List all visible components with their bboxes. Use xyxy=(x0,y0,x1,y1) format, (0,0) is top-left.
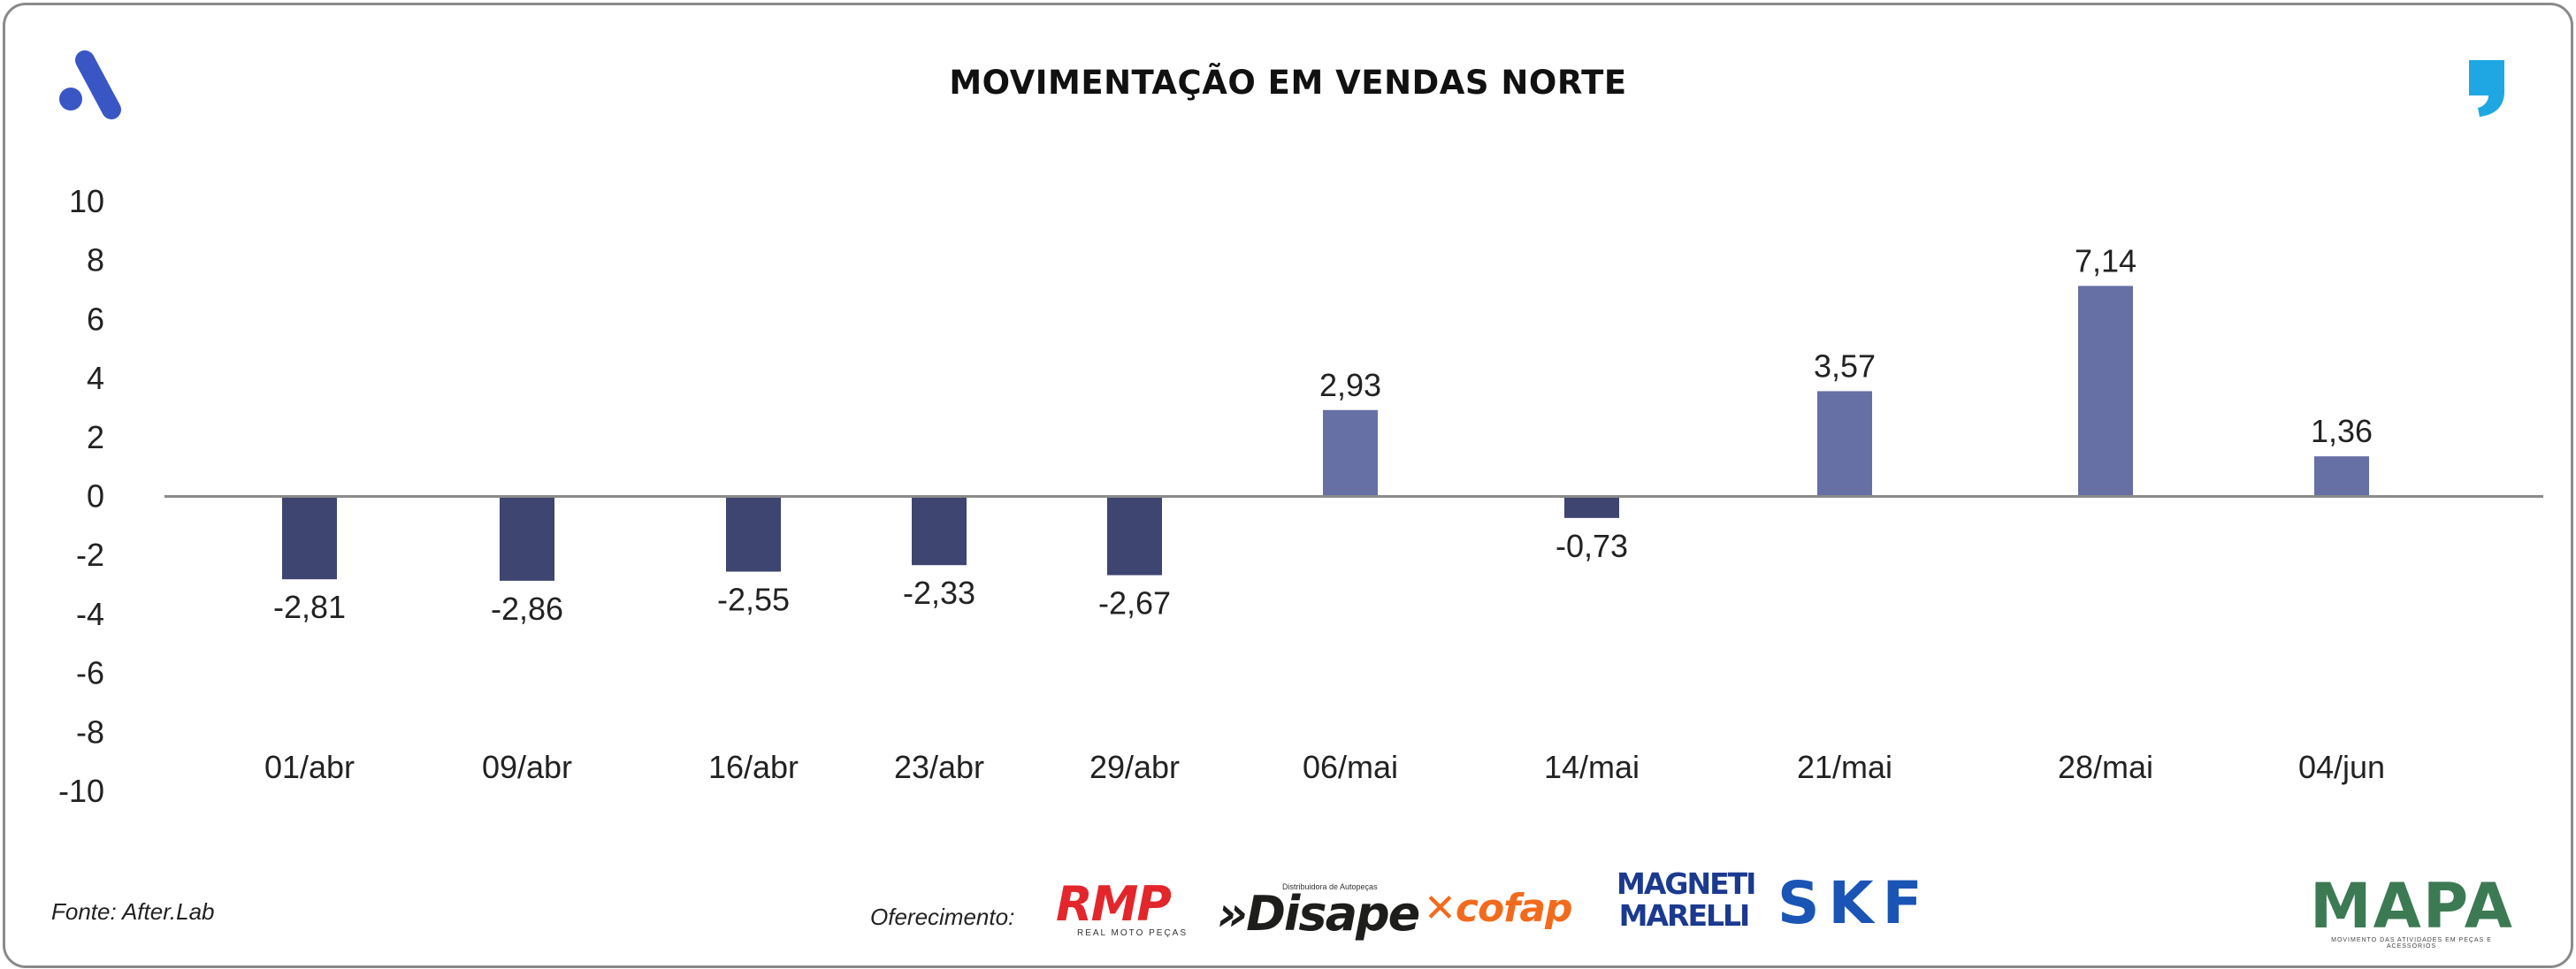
sponsor-cofap-logo: ✕cofap xyxy=(1424,882,1601,935)
mapa-wordmark: MAPA xyxy=(2310,870,2514,942)
data-label: -2,33 xyxy=(903,575,975,611)
x-tick-label: 06/mai xyxy=(1303,749,1398,785)
y-tick-label: 0 xyxy=(87,478,104,515)
x-tick-label: 21/mai xyxy=(1797,749,1892,785)
x-tick-label: 09/abr xyxy=(482,749,572,785)
x-tick-label: 16/abr xyxy=(708,749,799,785)
x-tick-label: 04/jun xyxy=(2298,749,2385,785)
bar xyxy=(500,496,554,581)
data-label: -0,73 xyxy=(1556,528,1628,564)
rmp-wordmark: RMP xyxy=(1056,876,1172,932)
bar xyxy=(912,496,967,566)
y-tick-label: -10 xyxy=(58,773,104,809)
sponsor-disape-logo: Distribuidora de Autopeças »Disape xyxy=(1217,879,1420,942)
sponsor-rmp-logo: RMP REAL MOTO PEÇAS xyxy=(1056,881,1194,939)
data-label: 1,36 xyxy=(2311,413,2373,449)
bar xyxy=(2078,286,2133,497)
marelli-wordmark: MARELLI xyxy=(1618,898,1751,933)
source-note: Fonte: After.Lab xyxy=(51,898,215,925)
bar-chart: 10 8 6 4 2 0 -2 -4 -6 -8 -10 -2,81 -2,86 -2,55 -2,33 -2… xyxy=(58,183,2543,809)
y-tick-label: -8 xyxy=(76,713,104,750)
data-label: 2,93 xyxy=(1319,367,1381,403)
mapa-logo: MAPA MOVIMENTO DAS ATIVIDADES EM PEÇAS E… xyxy=(2310,875,2513,950)
x-tick-label: 29/abr xyxy=(1089,749,1180,785)
data-label: -2,86 xyxy=(491,591,563,627)
bar xyxy=(2314,456,2369,497)
sponsor-label: Oferecimento: xyxy=(870,904,1015,930)
bar xyxy=(1107,496,1162,576)
y-tick-label: 8 xyxy=(87,242,104,278)
bar xyxy=(1817,391,1872,497)
y-tick-label: 6 xyxy=(87,301,104,337)
x-tick-label: 14/mai xyxy=(1544,749,1640,785)
bar xyxy=(726,496,781,572)
y-tick-label: -4 xyxy=(76,596,104,632)
bar xyxy=(282,496,337,580)
y-tick-label: 4 xyxy=(87,360,104,396)
data-label: 7,14 xyxy=(2075,242,2136,278)
cofap-wordmark: ✕cofap xyxy=(1424,886,1573,931)
x-tick-label: 23/abr xyxy=(894,749,984,785)
bar xyxy=(1564,496,1619,518)
y-tick-label: 2 xyxy=(87,419,104,455)
x-tick-label: 28/mai xyxy=(2058,749,2153,785)
comma-quote-icon xyxy=(2469,60,2504,117)
skf-wordmark: SKF xyxy=(1777,869,1931,937)
data-label: -2,55 xyxy=(717,582,790,618)
brand-logo-icon xyxy=(59,50,121,119)
bar xyxy=(1323,409,1378,497)
chart-title: MOVIMENTAÇÃO EM VENDAS NORTE xyxy=(949,64,1627,102)
data-label: 3,57 xyxy=(1814,347,1876,384)
data-label: -2,81 xyxy=(273,589,346,625)
rmp-subtitle: REAL MOTO PEÇAS xyxy=(1077,928,1189,938)
y-tick-label: -6 xyxy=(76,655,104,691)
sponsor-skf-logo: SKF xyxy=(1777,869,1990,937)
magneti-wordmark: MAGNETI xyxy=(1617,866,1756,901)
disape-wordmark: »Disape xyxy=(1217,886,1420,942)
x-tick-label: 01/abr xyxy=(264,749,355,785)
disape-tagline: Distribuidora de Autopeças xyxy=(1282,882,1378,891)
y-tick-label: -2 xyxy=(76,537,104,573)
chart-card: MOVIMENTAÇÃO EM VENDAS NORTE 10 8 6 4 2 0 -2 -4… xyxy=(3,3,2573,968)
data-label: -2,67 xyxy=(1098,585,1171,622)
y-tick-label: 10 xyxy=(69,183,104,219)
sponsor-magneti-marelli-logo: MAGNETI MARELLI xyxy=(1617,866,1756,939)
mapa-subtitle: MOVIMENTO DAS ATIVIDADES EM PEÇAS E ACES… xyxy=(2331,937,2492,950)
